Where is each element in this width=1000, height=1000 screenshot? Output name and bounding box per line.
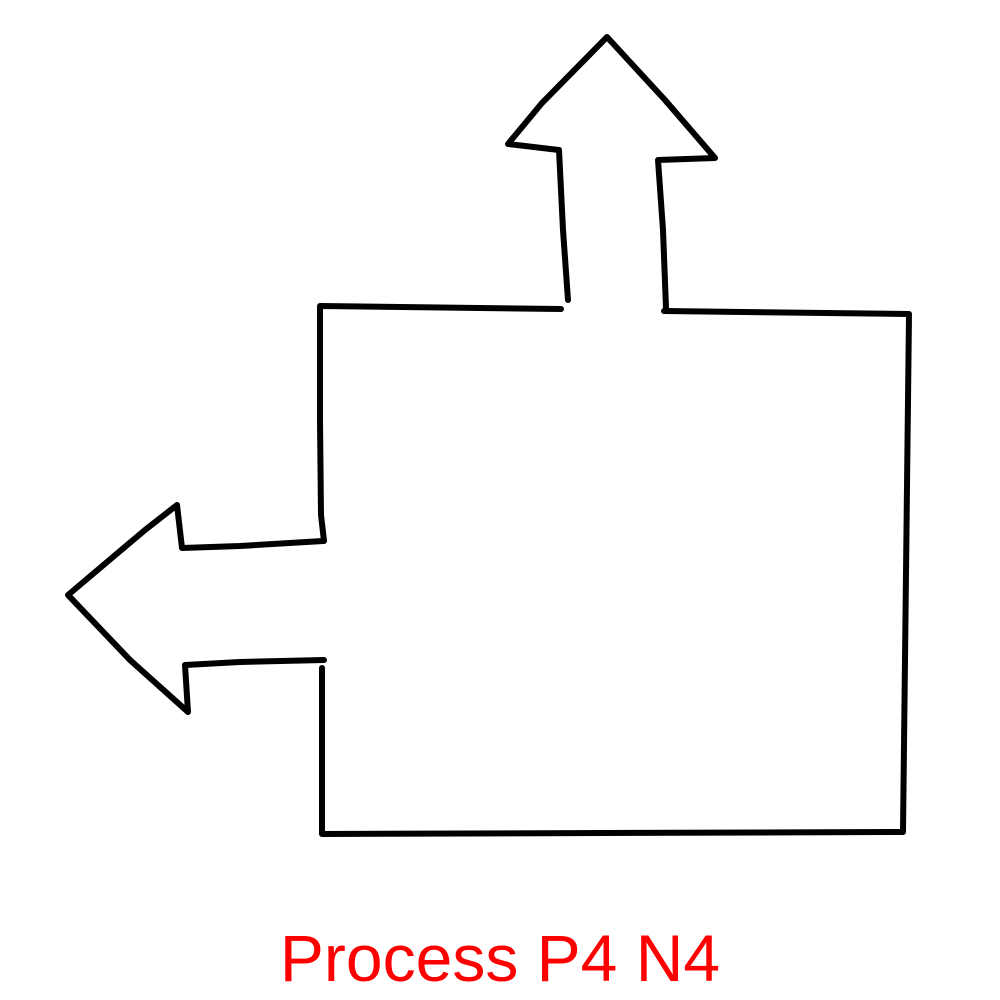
up-arrow	[505, 34, 718, 311]
left-arrow	[65, 502, 327, 715]
diagram-caption: Process P4 N4	[279, 921, 721, 995]
process-box	[317, 303, 912, 837]
